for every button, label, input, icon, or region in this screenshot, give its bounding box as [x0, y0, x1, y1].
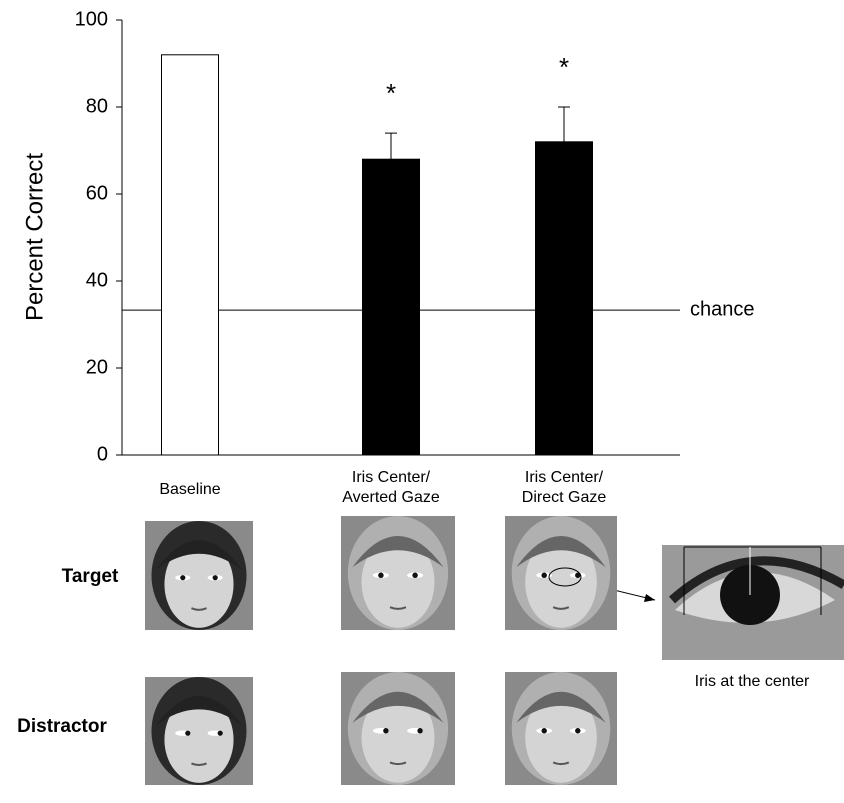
face-photo	[341, 516, 455, 630]
face-photo	[505, 516, 617, 630]
y-tick-label: 20	[86, 356, 108, 378]
face-photo	[145, 677, 253, 785]
zoom-caption: Iris at the center	[695, 673, 810, 690]
y-tick-label: 40	[86, 269, 108, 291]
y-tick-label: 80	[86, 95, 108, 117]
y-axis-label: Percent Correct	[21, 153, 48, 321]
y-tick-label: 100	[75, 8, 108, 30]
error-bar	[385, 132, 397, 160]
face-photo	[505, 672, 617, 785]
x-tick-label: Iris Center/ Direct Gaze	[521, 469, 607, 506]
significance-mark: *	[386, 78, 396, 108]
y-tick-label: 0	[97, 443, 108, 465]
y-tick-label: 60	[86, 182, 108, 204]
error-bar	[558, 106, 570, 142]
bar	[161, 54, 219, 456]
row-label: Distractor	[17, 716, 107, 737]
face-photo	[341, 672, 455, 785]
row-label: Target	[62, 566, 119, 587]
x-tick-label: Baseline	[159, 481, 221, 498]
significance-mark: *	[559, 52, 569, 82]
x-tick-label: Iris Center/ Averted Gaze	[342, 469, 440, 506]
bar	[535, 141, 593, 456]
chance-label: chance	[690, 298, 755, 320]
eye-zoom	[588, 545, 844, 660]
eye-highlight	[548, 567, 582, 587]
face-photo	[145, 521, 253, 630]
bar	[362, 158, 420, 456]
